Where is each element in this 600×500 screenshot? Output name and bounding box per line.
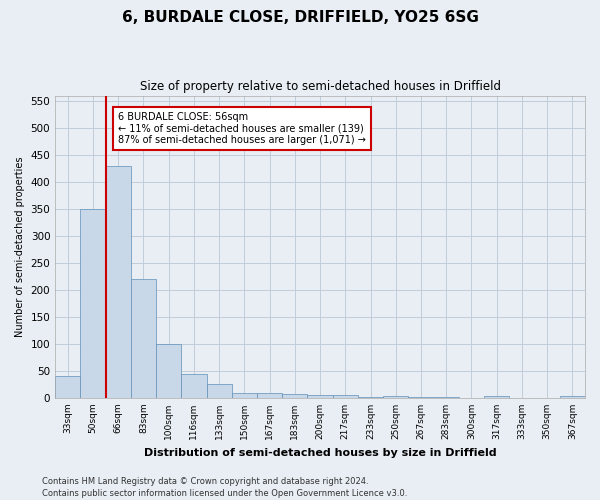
Bar [484, 396, 509, 398]
Bar [55, 376, 80, 398]
Bar [434, 397, 459, 398]
Bar [257, 392, 282, 398]
Bar [282, 394, 307, 398]
Text: Contains HM Land Registry data © Crown copyright and database right 2024.
Contai: Contains HM Land Registry data © Crown c… [42, 476, 407, 498]
X-axis label: Distribution of semi-detached houses by size in Driffield: Distribution of semi-detached houses by … [144, 448, 496, 458]
Bar [358, 397, 383, 398]
Bar [181, 374, 206, 398]
Bar [106, 166, 131, 398]
Bar [383, 396, 409, 398]
Bar [307, 395, 332, 398]
Bar [206, 384, 232, 398]
Bar [156, 344, 181, 398]
Bar [131, 279, 156, 398]
Bar [560, 396, 585, 398]
Bar [332, 395, 358, 398]
Text: 6, BURDALE CLOSE, DRIFFIELD, YO25 6SG: 6, BURDALE CLOSE, DRIFFIELD, YO25 6SG [122, 10, 478, 25]
Bar [232, 392, 257, 398]
Title: Size of property relative to semi-detached houses in Driffield: Size of property relative to semi-detach… [140, 80, 500, 93]
Bar [80, 209, 106, 398]
Y-axis label: Number of semi-detached properties: Number of semi-detached properties [15, 156, 25, 337]
Text: 6 BURDALE CLOSE: 56sqm
← 11% of semi-detached houses are smaller (139)
87% of se: 6 BURDALE CLOSE: 56sqm ← 11% of semi-det… [118, 112, 366, 145]
